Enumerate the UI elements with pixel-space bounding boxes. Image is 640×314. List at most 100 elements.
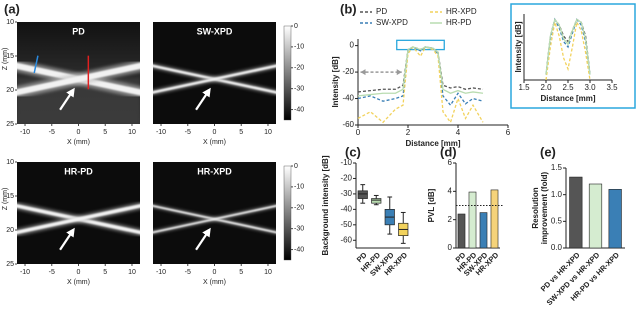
panel-label: (a) [4,1,20,16]
y-tick-label: 0.0 [551,243,563,252]
x-tick-label: 5 [103,269,107,276]
x-tick-label: 3.0 [584,83,596,92]
x-tick-label: 5 [103,129,107,136]
colorbar-tick-label: -10 [294,44,304,51]
x-tick-label: 0 [356,128,361,137]
x-tick-label: 2.5 [562,83,574,92]
y-axis-label: Intensity [dB] [331,56,340,107]
y-tick-label: 25 [6,261,14,268]
image-title: PD [72,26,85,36]
y-tick-label: 6 [448,158,453,167]
y-tick-label: 20 [6,227,14,234]
bar [479,212,488,249]
legend-label: PD [376,7,387,16]
x-tick-label: -5 [49,269,55,276]
y-axis-label: improvement (fold) [540,171,549,244]
arrow [195,227,211,251]
y-axis-label: Z (mm) [2,48,9,71]
box [357,190,368,199]
y-tick-label: 20 [6,87,14,94]
x-tick-label: -10 [20,129,30,136]
y-tick-label: 15 [6,193,14,200]
panel-label: (d) [440,144,457,159]
y-axis-label: Z (mm) [2,188,9,211]
x-axis-label: X (mm) [203,279,226,286]
y-tick-label: 25 [6,121,14,128]
legend-label: HR-PD [446,18,472,27]
x-tick-label: 6 [506,128,511,137]
x-tick-label: 1.5 [518,83,530,92]
image [17,162,140,264]
x-tick-label: 2 [406,128,411,137]
y-tick-label: -50 [340,220,352,229]
colorbar-tick-label: -10 [294,184,304,191]
x-tick-label: 4 [456,128,461,137]
x-tick-label: 0 [77,269,81,276]
arrow [59,87,75,111]
image-bg [153,162,276,264]
y-axis-label: Intensity [dB] [514,21,523,72]
bar [588,183,603,249]
image-panel: SW-XPD -10 -5 0 5 10 X (mm) 0 -10 -20 -30 -40 [153,22,304,146]
arrow-head [360,69,402,76]
x-tick-label: 10 [128,129,136,136]
bar [490,189,499,249]
y-tick-label: 1.5 [551,163,563,172]
y-tick-label: -30 [340,189,352,198]
image-title: HR-PD [64,166,93,176]
y-tick-label: 4 [448,186,453,195]
y-tick-label: -60 [340,235,352,244]
y-tick-label: -20 [342,67,354,76]
zoom-box [396,39,445,51]
y-axis-label: PVL [dB] [427,188,436,222]
x-axis-label: Distance [mm] [540,94,595,103]
colorbar-tick-label: -20 [294,65,304,72]
y-tick-label: -40 [340,204,352,213]
beam [153,64,276,94]
panel-label: (c) [345,144,361,159]
y-tick-label: 15 [6,53,14,60]
x-tick-label: -5 [185,129,191,136]
y-tick-label: 10 [6,19,14,26]
x-tick-label: 5 [239,129,243,136]
x-tick-label: 0 [77,129,81,136]
x-axis-label: X (mm) [67,279,90,286]
image-panel: HR-XPD -10 -5 0 5 10 X (mm) 0 -10 -20 -30 -40 [153,162,304,286]
y-tick-label: 0 [448,243,453,252]
colorbar-tick-label: -40 [294,246,304,253]
series-line [545,20,591,81]
image-panel: PD -10 -5 0 5 10 X (mm) 10 15 20 25 Z (mm) [2,19,140,146]
x-tick-label: 10 [264,129,272,136]
bar [569,176,583,249]
box [371,198,382,204]
panel-label: (b) [340,1,357,16]
legend-label: HR-XPD [446,7,477,16]
bar [457,213,466,249]
series-line [545,18,591,75]
colorbar-tick-label: -20 [294,205,304,212]
panel-label: (e) [540,144,556,159]
x-tick-label: 0 [213,129,217,136]
series-line [357,46,484,107]
y-tick-label: 10 [6,159,14,166]
colorbar [283,165,292,261]
y-axis-label: Background intensity [dB] [321,155,330,255]
x-axis-label: Distance [mm] [405,139,460,148]
x-tick-label: 3.5 [606,83,618,92]
bar [608,189,622,249]
x-tick-label: -10 [156,269,166,276]
series-line [357,46,484,97]
x-tick-label: 2.0 [540,83,552,92]
y-tick-label: -40 [342,94,354,103]
beam [153,204,276,234]
x-axis-label: X (mm) [203,139,226,146]
colorbar-tick-label: 0 [294,163,298,170]
y-tick-label: 0.5 [551,216,563,225]
arrow [195,87,211,111]
colorbar-tick-label: -30 [294,226,304,233]
image-title: SW-XPD [197,26,233,36]
colorbar-tick-label: -40 [294,106,304,113]
y-tick-label: 2 [448,215,453,224]
series-line [357,45,484,124]
image-bg [153,22,276,124]
